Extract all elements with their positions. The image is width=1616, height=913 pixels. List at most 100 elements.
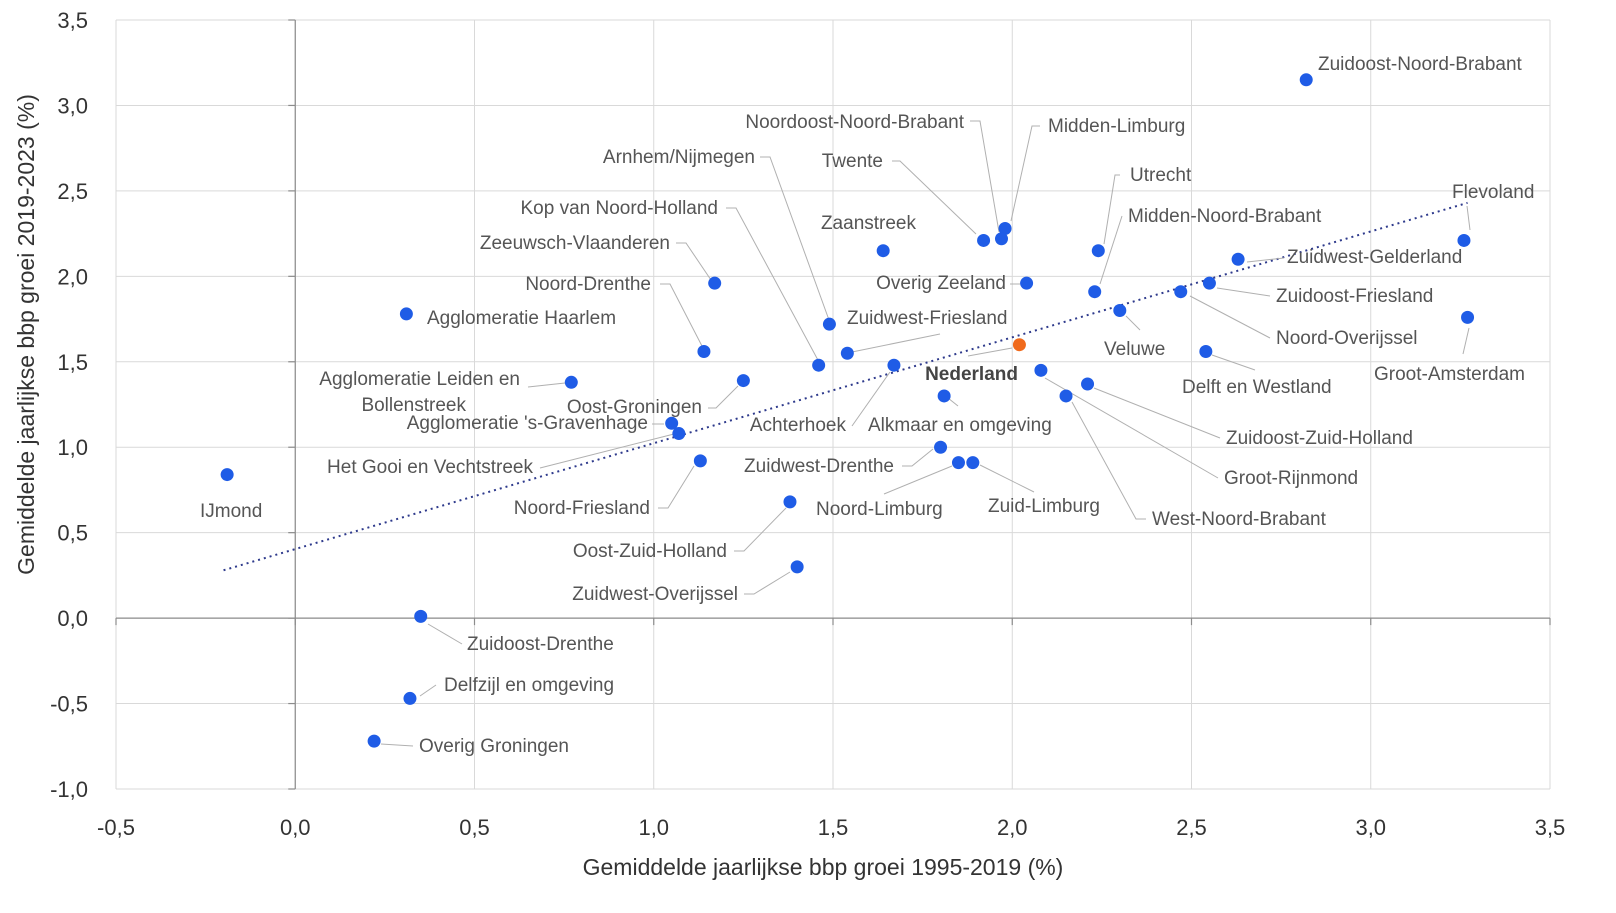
point-zuidwest-drenthe [934, 440, 948, 454]
leader-line-achterhoek [851, 371, 891, 427]
leader-line-kop-van-noord-holland [726, 207, 820, 363]
x-tick-label: 0,5 [459, 815, 490, 840]
point-overig-zeeland [1020, 276, 1034, 290]
point-label-delft-en-westland: Delft en Westland [1182, 377, 1332, 398]
point-label-agglomeratie-s-gravenhage: Agglomeratie 's-Gravenhage [407, 413, 648, 434]
point-label-delfzijl-en-omgeving: Delfzijl en omgeving [444, 675, 614, 696]
point-zuid-limburg [966, 456, 980, 470]
leader-line-oost-zuid-holland [734, 507, 787, 552]
point-label-twente: Twente [822, 151, 883, 172]
leader-line-noord-limburg [883, 465, 953, 495]
y-axis-title: Gemiddelde jaarlijkse bbp groei 2019-202… [13, 94, 39, 575]
leader-line-noord-friesland [658, 465, 695, 509]
point-label-zuidwest-overijssel: Zuidwest-Overijssel [572, 584, 738, 605]
y-tick-label: 1,5 [57, 350, 88, 375]
point-zuidwest-gelderland [1231, 252, 1245, 266]
point-label-groot-rijnmond: Groot-Rijnmond [1224, 468, 1358, 489]
point-zuidoost-zuid-holland [1081, 377, 1095, 391]
leader-line-delft-en-westland [1211, 354, 1256, 371]
x-tick-label: 1,5 [818, 815, 849, 840]
point-label-noord-limburg: Noord-Limburg [816, 499, 943, 520]
y-tick-label: 0,5 [57, 521, 88, 546]
x-tick-label: 1,0 [638, 815, 669, 840]
trendline [223, 201, 1468, 572]
point-label-achterhoek: Achterhoek [750, 415, 847, 436]
x-tick-label: -0,5 [97, 815, 135, 840]
grid [115, 19, 1551, 790]
point-noord-overijssel [1174, 285, 1188, 299]
leader-line-twente [892, 160, 977, 235]
point-utrecht [1091, 244, 1105, 258]
point-agglomeratie-haarlem [399, 307, 413, 321]
leader-line-oost-groningen [708, 385, 739, 409]
point-label-alkmaar-en-omgeving: Alkmaar en omgeving [868, 415, 1052, 436]
point-overig-groningen [367, 734, 381, 748]
point-label-zuidwest-friesland: Zuidwest-Friesland [847, 308, 1008, 329]
point-kop-van-noord-holland [822, 317, 836, 331]
point-arnhem-nijmegen [812, 358, 826, 372]
point-label-agglomeratie-leiden-en-bollenstreek: Agglomeratie Leiden en Bollenstreek [319, 369, 520, 416]
point-label-kop-van-noord-holland: Kop van Noord-Holland [520, 198, 718, 219]
point-label-groot-amsterdam: Groot-Amsterdam [1374, 364, 1525, 385]
leader-line-noord-drenthe [660, 283, 704, 349]
point-agglomeratie-leiden-en-bollenstreek [564, 375, 578, 389]
leader-line-overig-groningen [380, 743, 414, 747]
point-groot-amsterdam [1461, 310, 1475, 324]
point-zuidoost-friesland [1202, 276, 1216, 290]
point-label-noord-friesland: Noord-Friesland [514, 498, 650, 519]
point-noord-friesland [693, 454, 707, 468]
point-noordoost-noord-brabant [994, 232, 1008, 246]
point-agglomeratie-s-gravenhage [665, 416, 679, 430]
data-points [220, 73, 1475, 748]
leader-line-zuidwest-friesland [851, 333, 941, 353]
y-tick-label: -0,5 [50, 692, 88, 717]
x-tick-label: 3,0 [1355, 815, 1386, 840]
x-tick-label: 2,0 [997, 815, 1028, 840]
point-label-west-noord-brabant: West-Noord-Brabant [1152, 509, 1327, 530]
point-delft-en-westland [1199, 345, 1213, 359]
x-axis-title: Gemiddelde jaarlijkse bbp groei 1995-201… [583, 854, 1064, 880]
point-label-zuidoost-friesland: Zuidoost-Friesland [1276, 286, 1433, 307]
y-tick-label: 3,0 [57, 93, 88, 118]
leader-line-zuidwest-drenthe [902, 448, 934, 467]
leader-line-flevoland [1466, 205, 1471, 231]
leader-line-veluwe [1125, 315, 1141, 331]
point-nederland [1012, 338, 1026, 352]
point-label-zuidwest-gelderland: Zuidwest-Gelderland [1287, 247, 1462, 268]
y-tick-label: 0,0 [57, 606, 88, 631]
point-west-noord-brabant [1059, 389, 1073, 403]
x-tick-label: 0,0 [280, 815, 311, 840]
leader-line-zuidwest-gelderland [1246, 257, 1285, 263]
y-tick-label: 2,5 [57, 179, 88, 204]
point-label-zuidoost-zuid-holland: Zuidoost-Zuid-Holland [1226, 428, 1413, 449]
y-tick-label: -1,0 [50, 777, 88, 802]
y-tick-label: 2,0 [57, 264, 88, 289]
leader-line-utrecht [1103, 174, 1120, 245]
point-flevoland [1457, 233, 1471, 247]
leader-line-noordoost-noord-brabant [970, 120, 1000, 233]
point-label-noordoost-noord-brabant: Noordoost-Noord-Brabant [745, 112, 964, 133]
point-label-nederland: Nederland [925, 364, 1018, 385]
point-label-zuid-limburg: Zuid-Limburg [988, 496, 1100, 517]
point-zuidoost-drenthe [414, 609, 428, 623]
leader-line-groot-amsterdam [1462, 327, 1470, 355]
point-label-het-gooi-en-vechtstreek: Het Gooi en Vechtstreek [327, 457, 533, 478]
point-label-midden-limburg: Midden-Limburg [1048, 116, 1185, 137]
point-label-agglomeratie-haarlem: Agglomeratie Haarlem [427, 308, 616, 329]
point-label-overig-zeeland: Overig Zeeland [876, 273, 1006, 294]
point-label-utrecht: Utrecht [1130, 165, 1192, 186]
leader-line-nederland [967, 347, 1013, 357]
point-oost-zuid-holland [783, 495, 797, 509]
y-tick-label: 3,5 [57, 8, 88, 33]
leader-line-west-noord-brabant [1071, 401, 1146, 520]
point-label-ijmond: IJmond [200, 501, 262, 522]
point-noord-drenthe [697, 345, 711, 359]
leader-line-agglomeratie-leiden-en-bollenstreek [527, 382, 566, 388]
point-label-noord-overijssel: Noord-Overijssel [1276, 328, 1417, 349]
point-labels: Zuidoost-Noord-Brabant Flevoland Groot-Ams… [200, 54, 1534, 757]
point-zeeuwsch-vlaanderen [708, 276, 722, 290]
point-label-noord-drenthe: Noord-Drenthe [525, 274, 651, 295]
point-groot-rijnmond [1034, 363, 1048, 377]
leader-line-zuidwest-overijssel [744, 571, 791, 595]
leader-line-zuidoost-friesland [1216, 287, 1271, 297]
